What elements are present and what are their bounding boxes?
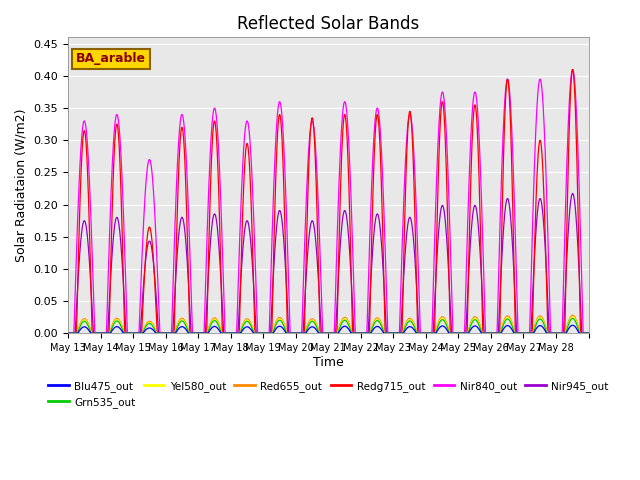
Legend: Blu475_out, Grn535_out, Yel580_out, Red655_out, Redg715_out, Nir840_out, Nir945_: Blu475_out, Grn535_out, Yel580_out, Red6… <box>44 377 612 412</box>
Title: Reflected Solar Bands: Reflected Solar Bands <box>237 15 419 33</box>
X-axis label: Time: Time <box>313 356 344 369</box>
Y-axis label: Solar Radiataion (W/m2): Solar Radiataion (W/m2) <box>15 108 28 262</box>
Text: BA_arable: BA_arable <box>76 52 146 65</box>
